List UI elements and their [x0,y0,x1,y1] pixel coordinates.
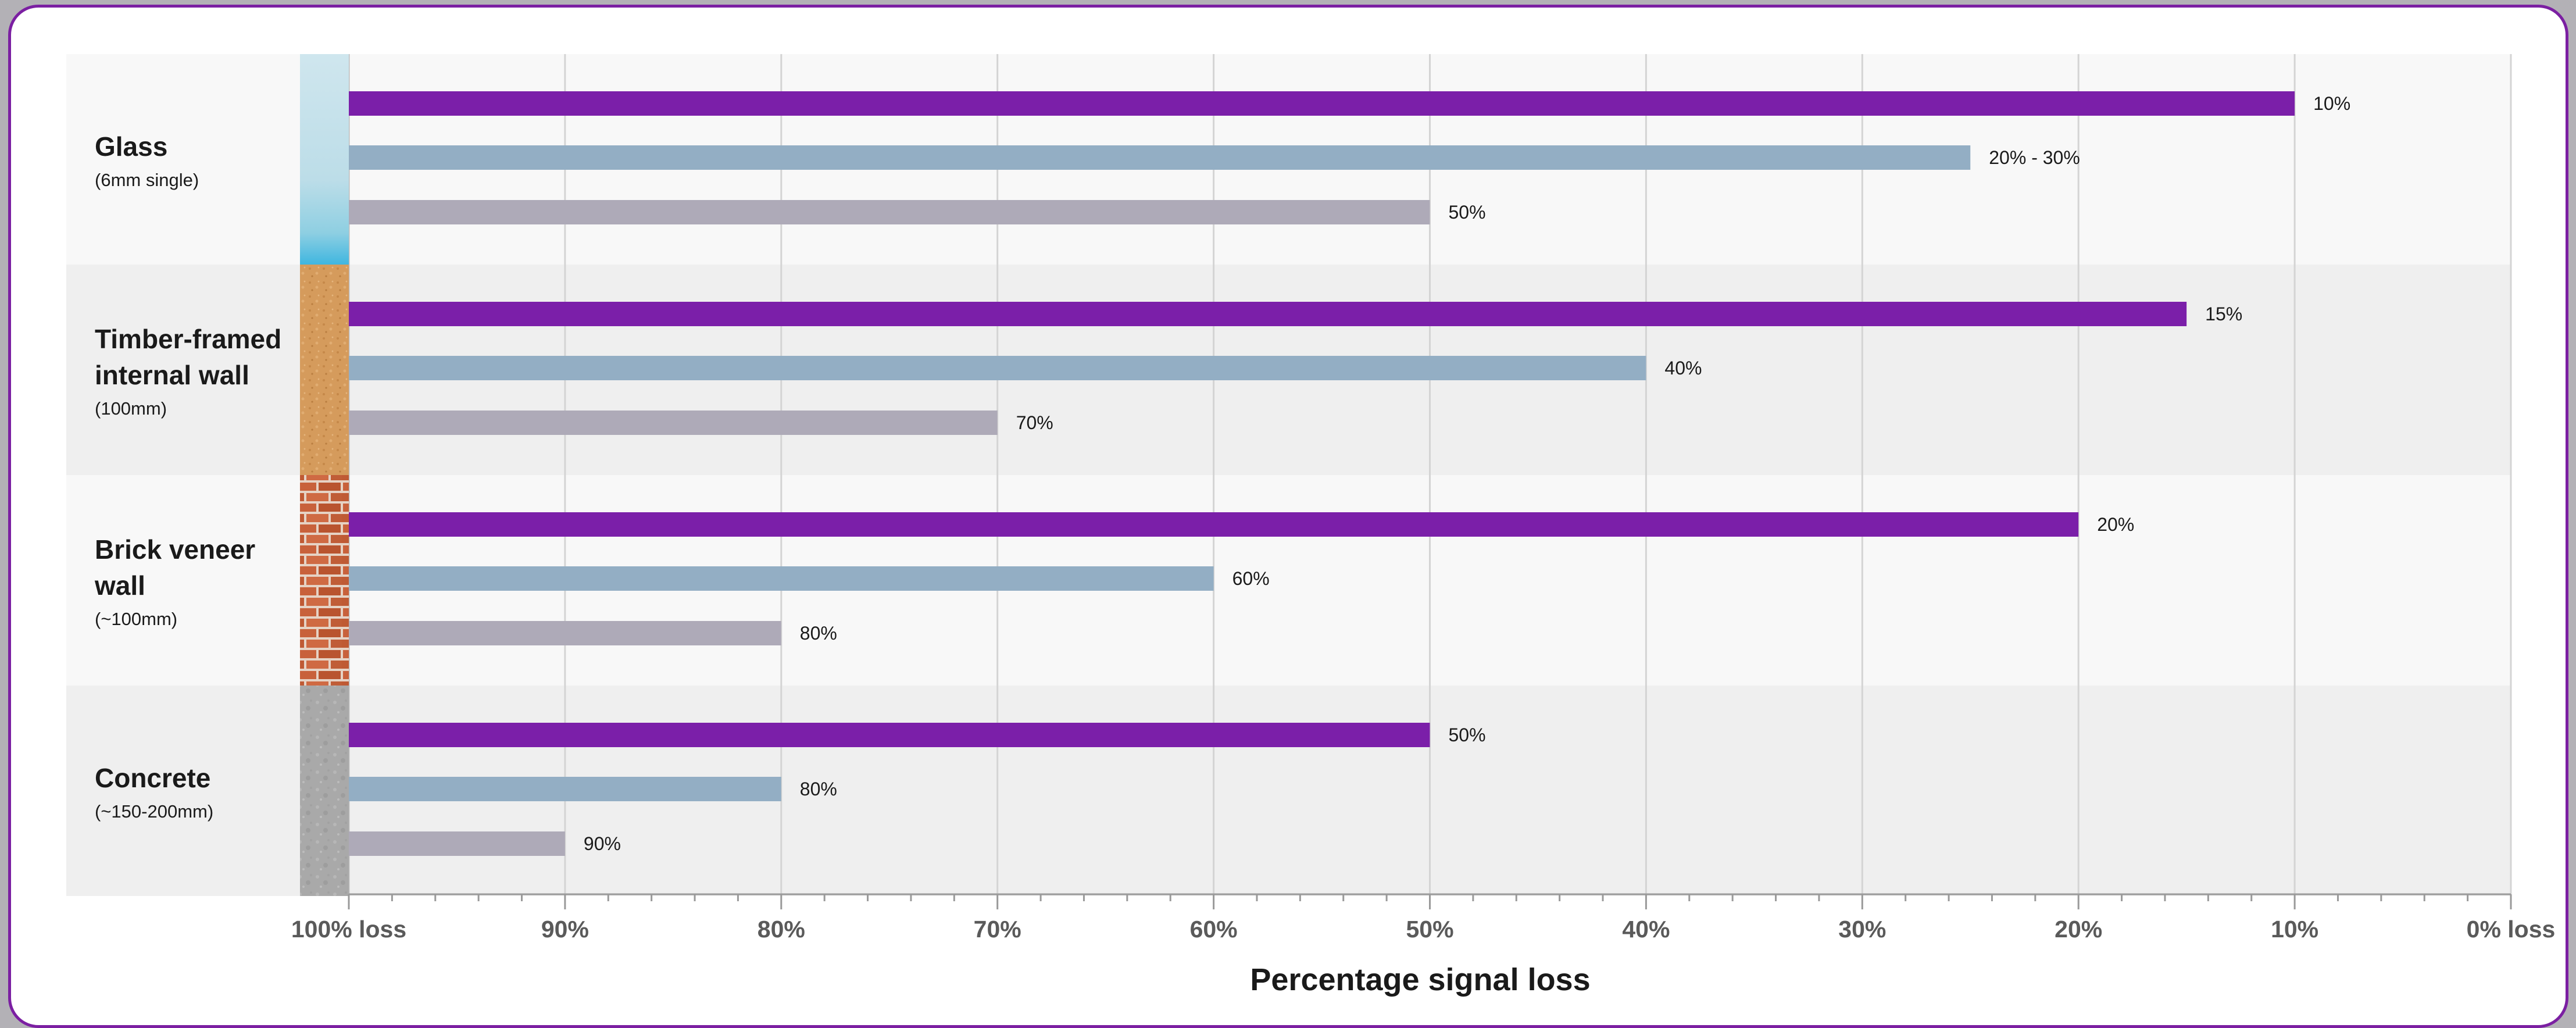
bar [349,831,565,856]
x-axis: 100% loss 90% 80% 70% 60% 50% 40% 30% 20% 10% 0% l… [291,893,2556,943]
glass-swatch [300,54,349,265]
bars: 10% 20% - 30% 50% 15% 40% 70% 20% 60% 80% 50% 80% 9… [349,91,2350,856]
bar-value-label: 50% [1449,202,1486,223]
bar-value-label: 60% [1232,568,1270,589]
category-subtitle: (100mm) [95,398,167,419]
bar [349,91,2295,116]
x-tick-label: 50% [1406,916,1453,943]
bar [349,566,1214,591]
concrete-swatch [300,686,349,896]
bar [349,145,1971,170]
bar-value-label: 70% [1016,412,1053,433]
bar [349,411,998,435]
bar [349,356,1646,380]
x-tick-label: 40% [1622,916,1670,943]
brick-swatch [300,475,349,686]
x-tick-label: 0% loss [2467,916,2556,943]
x-tick-label: 90% [541,916,589,943]
bar [349,777,781,801]
bar [349,723,1430,747]
bar [349,302,2187,326]
category-name: Timber-framed [95,324,281,354]
category-name: internal wall [95,360,249,390]
x-tick-label: 80% [758,916,805,943]
category-subtitle: (~150-200mm) [95,801,213,822]
bar-value-label: 10% [2313,93,2350,114]
x-tick-label: 70% [974,916,1021,943]
bar [349,512,2079,537]
x-tick-label: 10% [2271,916,2318,943]
category-bands [66,54,2511,896]
category-subtitle: (6mm single) [95,170,199,190]
x-tick-label: 100% loss [291,916,406,943]
material-swatches [300,54,349,896]
bar-value-label: 80% [800,779,837,799]
bar-value-label: 15% [2205,304,2242,324]
bar-value-label: 20% [2097,514,2134,535]
category-name: Glass [95,131,167,162]
category-name: wall [94,570,145,601]
bar-value-label: 80% [800,623,837,644]
bar-value-label: 50% [1449,724,1486,745]
category-subtitle: (~100mm) [95,609,177,629]
x-tick-label: 20% [2055,916,2102,943]
bar-value-label: 20% - 30% [1989,147,2080,168]
x-tick-label: 30% [1838,916,1886,943]
timber-swatch [300,265,349,475]
x-tick-label: 60% [1190,916,1238,943]
x-axis-title: Percentage signal loss [1250,962,1590,997]
bar [349,621,781,645]
category-name: Brick veneer [95,534,255,565]
bar [349,200,1430,224]
bar-value-label: 90% [584,833,621,854]
bar-value-label: 40% [1664,358,1702,379]
category-labels: Glass (6mm single) Timber-framed internal w… [94,131,281,822]
category-name: Concrete [95,763,210,793]
